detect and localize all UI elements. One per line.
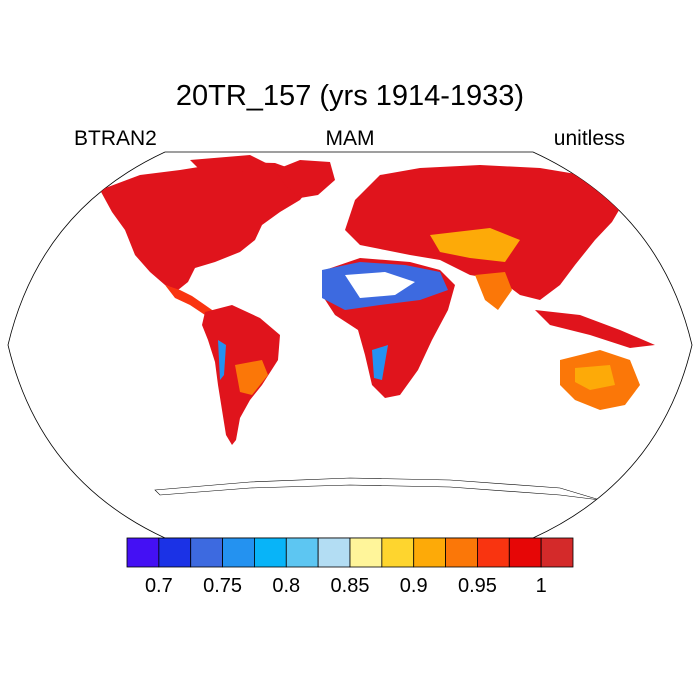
colorbar-swatch <box>349 537 383 568</box>
colorbar-tick-label: 0.75 <box>203 575 243 597</box>
colorbar-tick-label: 1 <box>535 575 547 597</box>
sahara-core <box>345 272 415 298</box>
colorbar-swatch <box>381 537 415 568</box>
colorbar-swatch <box>445 537 478 568</box>
colorbar-swatch <box>508 537 542 568</box>
south-america-west <box>218 340 226 380</box>
colorbar-tick-label: 0.9 <box>399 575 428 597</box>
colorbar-swatch <box>126 537 160 568</box>
australia-interior <box>575 365 615 390</box>
colorbar-swatch <box>540 537 574 568</box>
central-america <box>165 285 215 315</box>
greenland <box>275 160 335 198</box>
colorbar-swatch <box>317 537 351 568</box>
north-america-landmass <box>100 162 312 290</box>
colorbar-tick-label: 0.85 <box>330 575 370 597</box>
southern-africa-dry <box>372 345 388 380</box>
map-title: 20TR_157 (yrs 1914-1933) <box>175 80 525 112</box>
units-label: unitless <box>553 127 625 150</box>
season-label: MAM <box>325 127 375 150</box>
arctic-islands <box>190 155 270 172</box>
colorbar-tick-label: 0.8 <box>272 575 301 597</box>
colorbar-swatch <box>254 537 287 568</box>
colorbar-swatch <box>477 537 510 568</box>
colorbar-swatch <box>190 537 223 568</box>
central-asia-dry <box>430 228 520 262</box>
colorbar-swatch <box>222 537 255 568</box>
variable-label: BTRAN2 <box>74 127 157 150</box>
colorbar-tick-label: 0.95 <box>457 575 497 597</box>
colorbar-swatch <box>158 537 192 568</box>
maritime-southeast-asia <box>535 310 655 348</box>
antarctica-coast <box>154 477 601 501</box>
colorbar-tick-label: 0.7 <box>144 575 173 597</box>
colorbar-swatch <box>285 537 319 568</box>
south-america-dry <box>235 360 268 395</box>
colorbar-swatch <box>413 537 446 568</box>
india <box>475 272 512 310</box>
